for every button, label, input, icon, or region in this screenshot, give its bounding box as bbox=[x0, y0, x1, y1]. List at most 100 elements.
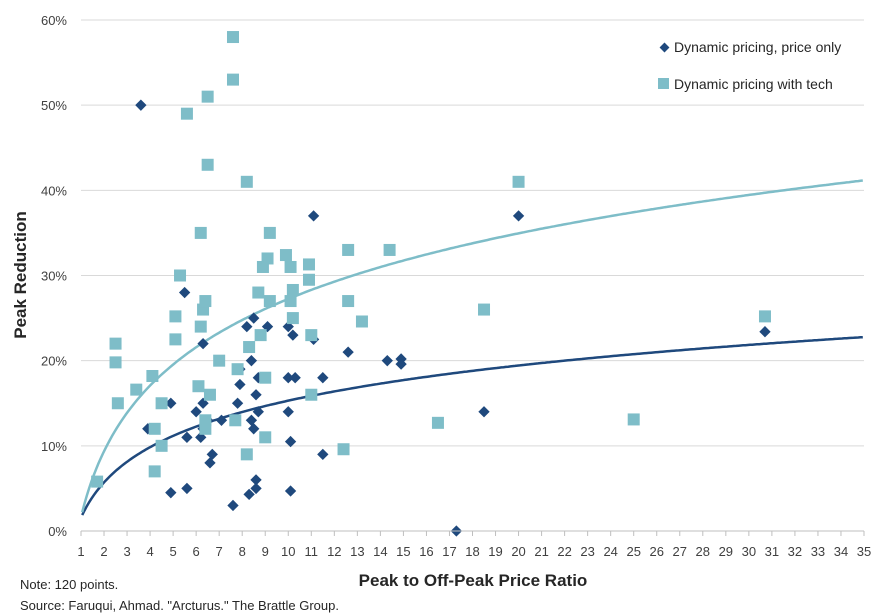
data-point-diamond bbox=[342, 346, 354, 358]
data-point-square bbox=[148, 465, 161, 478]
data-point-square bbox=[109, 356, 122, 369]
x-tick-label: 17 bbox=[442, 544, 456, 559]
x-tick-label: 13 bbox=[350, 544, 364, 559]
legend-label: Dynamic pricing, price only bbox=[674, 39, 841, 55]
x-tick-label: 7 bbox=[216, 544, 223, 559]
legend-item-with-tech: Dynamic pricing with tech bbox=[658, 76, 833, 92]
x-tick-label: 27 bbox=[673, 544, 687, 559]
x-axis-title: Peak to Off-Peak Price Ratio bbox=[359, 571, 588, 590]
y-tick-label: 60% bbox=[41, 13, 67, 28]
data-point-square bbox=[512, 175, 525, 188]
data-point-square bbox=[279, 249, 292, 262]
legend-marker-square bbox=[658, 78, 669, 89]
data-point-square bbox=[146, 369, 159, 382]
data-point-square bbox=[259, 431, 272, 444]
x-tick-label: 16 bbox=[419, 544, 433, 559]
data-point-square bbox=[192, 380, 205, 393]
data-point-diamond bbox=[215, 414, 228, 426]
data-point-square bbox=[355, 315, 368, 328]
data-point-square bbox=[263, 226, 276, 239]
data-point-square bbox=[758, 310, 771, 323]
x-tick-label: 23 bbox=[580, 544, 594, 559]
data-point-diamond bbox=[512, 210, 525, 222]
data-point-square bbox=[201, 158, 214, 171]
data-point-square bbox=[155, 439, 168, 452]
data-point-square bbox=[130, 383, 143, 396]
x-tick-label: 3 bbox=[123, 544, 130, 559]
x-tick-label: 34 bbox=[834, 544, 848, 559]
data-point-diamond bbox=[284, 435, 297, 448]
data-point-square bbox=[263, 295, 276, 308]
data-point-square bbox=[174, 269, 187, 282]
data-point-square bbox=[226, 31, 239, 44]
x-tick-label: 4 bbox=[146, 544, 153, 559]
data-point-diamond bbox=[252, 406, 264, 418]
data-point-diamond bbox=[307, 210, 320, 222]
data-point-square bbox=[148, 422, 161, 435]
data-point-diamond bbox=[317, 448, 329, 461]
data-point-diamond bbox=[248, 312, 260, 324]
data-point-square bbox=[302, 273, 315, 286]
x-tick-label: 30 bbox=[742, 544, 756, 559]
data-point-square bbox=[240, 175, 253, 188]
data-point-square bbox=[252, 286, 265, 299]
y-tick-label: 0% bbox=[48, 524, 67, 539]
x-tick-label: 33 bbox=[811, 544, 825, 559]
data-point-diamond bbox=[206, 448, 218, 461]
y-axis-title: Peak Reduction bbox=[11, 211, 30, 339]
data-point-square bbox=[305, 388, 318, 401]
data-point-diamond bbox=[243, 488, 255, 501]
data-point-diamond bbox=[241, 320, 253, 333]
data-point-diamond bbox=[282, 372, 294, 384]
data-point-square bbox=[180, 107, 193, 120]
source-text: Source: Faruqui, Ahmad. "Arcturus." The … bbox=[20, 598, 339, 613]
data-point-diamond bbox=[178, 286, 191, 299]
x-tick-label: 29 bbox=[719, 544, 733, 559]
x-tick-label: 18 bbox=[465, 544, 479, 559]
data-point-square bbox=[305, 329, 318, 342]
data-point-square bbox=[194, 320, 207, 333]
data-point-square bbox=[284, 295, 297, 308]
data-point-square bbox=[254, 329, 267, 342]
data-point-diamond bbox=[181, 431, 193, 443]
data-point-diamond bbox=[284, 485, 297, 497]
data-point-square bbox=[229, 414, 242, 427]
trendline bbox=[81, 335, 863, 516]
data-point-square bbox=[231, 363, 244, 376]
data-point-square bbox=[284, 260, 297, 273]
data-point-diamond bbox=[289, 372, 301, 384]
x-axis: 1 2 3 4 5 6 7 8 9 10 11 12 13 14 15 16 17 18 19 20 21 22 23 24 2… bbox=[77, 530, 871, 559]
data-point-square bbox=[111, 397, 124, 410]
data-point-square bbox=[194, 226, 207, 239]
y-tick-label: 30% bbox=[41, 269, 67, 284]
data-point-diamond bbox=[135, 99, 147, 111]
data-point-diamond bbox=[165, 397, 177, 409]
data-point-diamond bbox=[759, 326, 771, 338]
x-tick-label: 26 bbox=[650, 544, 664, 559]
data-point-square bbox=[91, 475, 104, 488]
data-point-diamond bbox=[234, 378, 246, 391]
x-tick-label: 32 bbox=[788, 544, 802, 559]
x-tick-label: 28 bbox=[696, 544, 710, 559]
data-point-square bbox=[342, 295, 355, 308]
data-point-square bbox=[169, 333, 182, 346]
x-tick-label: 21 bbox=[534, 544, 548, 559]
data-points bbox=[91, 31, 771, 537]
legend-label: Dynamic pricing with tech bbox=[674, 76, 833, 92]
data-point-diamond bbox=[245, 414, 258, 426]
x-tick-label: 1 bbox=[77, 544, 84, 559]
data-point-diamond bbox=[287, 329, 299, 341]
data-point-diamond bbox=[250, 482, 262, 495]
data-point-square bbox=[431, 416, 444, 429]
data-point-diamond bbox=[165, 487, 177, 499]
x-tick-label: 22 bbox=[557, 544, 571, 559]
x-tick-label: 10 bbox=[281, 544, 295, 559]
x-tick-label: 11 bbox=[305, 544, 319, 559]
x-tick-label: 35 bbox=[857, 544, 871, 559]
data-point-diamond bbox=[317, 372, 329, 384]
x-tick-label: 2 bbox=[100, 544, 107, 559]
data-point-square bbox=[286, 312, 299, 325]
x-tick-label: 9 bbox=[262, 544, 269, 559]
data-point-diamond bbox=[245, 355, 258, 367]
data-point-diamond bbox=[190, 406, 202, 418]
